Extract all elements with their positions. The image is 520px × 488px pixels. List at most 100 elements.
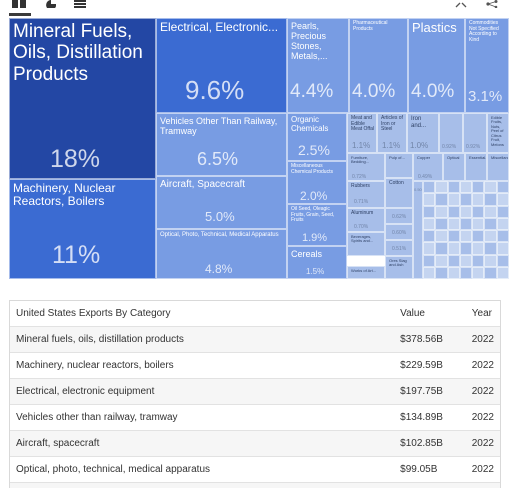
treemap-tile-pearls-precious-stones-metals[interactable]: Pearls, Precious Stones, Metals,... 4.4% [287, 18, 349, 113]
treemap-small-tile[interactable] [484, 242, 497, 255]
table-row[interactable]: Mineral fuels, oils, distillation produc… [10, 326, 500, 353]
treemap-tile-beverages-spirits-and[interactable]: Beverages, Spirits and... [347, 232, 385, 256]
treemap-tile-edible-fruits-nuts-peel-of-citrus-fruit-melons[interactable]: Edible Fruits, Nuts, Peel of Citrus Frui… [487, 113, 509, 153]
treemap-small-tile[interactable] [496, 205, 509, 218]
treemap-small-tile[interactable] [447, 205, 460, 218]
table-row[interactable]: Aircraft, spacecraft $102.85B 2022 [10, 430, 500, 457]
treemap-small-tile[interactable] [496, 217, 509, 230]
pie-view-icon[interactable] [46, 0, 56, 8]
treemap-small-tile[interactable] [472, 205, 485, 218]
treemap-small-tile[interactable] [447, 181, 460, 194]
treemap-tile-oil-seed-oleagic-fruits-grain-seed-fruits[interactable]: Oil Seed, Oleagic Fruits, Grain, Seed, F… [287, 204, 347, 246]
table-row[interactable]: Optical, photo, technical, medical appar… [10, 456, 500, 483]
table-row[interactable]: Electrical, electronic equipment $197.75B… [10, 378, 500, 405]
treemap-small-tile[interactable] [423, 266, 436, 279]
treemap-small-tile[interactable] [496, 266, 509, 279]
treemap-tile-optical[interactable]: Optical [443, 153, 465, 181]
table-row[interactable]: Pearls, precious stones, metals, coins$9… [10, 482, 500, 488]
treemap-small-tile[interactable] [447, 254, 460, 267]
treemap-tile-item-32[interactable]: 0.62% [385, 208, 413, 224]
treemap-small-tile[interactable] [484, 254, 497, 267]
column-header-year[interactable]: Year [465, 301, 500, 327]
treemap-small-tile[interactable] [472, 193, 485, 206]
treemap-small-tile[interactable] [423, 230, 436, 243]
treemap-tile-essential[interactable]: Essential... [465, 153, 487, 181]
treemap-small-tile[interactable] [484, 205, 497, 218]
treemap-small-tile[interactable] [423, 217, 436, 230]
treemap-tile-aircraft-spacecraft[interactable]: Aircraft, Spacecraft 5.0% [156, 176, 287, 229]
treemap-tile-iron-and[interactable]: Iron and... 1.0% [407, 113, 439, 153]
treemap-tile-pulp-of[interactable]: Pulp of... [385, 153, 413, 178]
treemap-small-tile[interactable] [484, 266, 497, 279]
treemap-small-tile[interactable] [484, 217, 497, 230]
table-row[interactable]: Machinery, nuclear reactors, boilers $229… [10, 352, 500, 379]
expand-icon[interactable] [455, 0, 467, 8]
treemap-small-tile[interactable] [447, 230, 460, 243]
treemap-small-tile[interactable] [459, 230, 473, 243]
treemap-tile-plastics[interactable]: Plastics 4.0% [408, 18, 465, 113]
treemap-small-tile[interactable] [423, 193, 436, 206]
treemap-small-tile[interactable] [496, 242, 509, 255]
treemap-small-tile[interactable] [459, 181, 473, 194]
treemap-small-tile[interactable] [435, 230, 448, 243]
treemap-small-tile[interactable] [472, 242, 485, 255]
treemap-small-tile[interactable] [435, 205, 448, 218]
treemap-tile-miscellaneous-chemical-products[interactable]: Miscellaneous Chemical Products 2.0% [287, 161, 347, 204]
treemap-small-tile[interactable] [459, 254, 473, 267]
treemap-tile-machinery-nuclear-reactors-boilers[interactable]: Machinery, Nuclear Reactors, Boilers 11% [9, 179, 156, 279]
treemap-tile-rubbers[interactable]: Rubbers 0.71% [347, 181, 385, 208]
treemap-small-tile[interactable] [472, 266, 485, 279]
treemap-small-tile[interactable] [496, 230, 509, 243]
treemap-small-tile[interactable] [435, 193, 448, 206]
treemap-tile-organic-chemicals[interactable]: Organic Chemicals 2.5% [287, 113, 347, 161]
treemap-small-tile[interactable] [459, 205, 473, 218]
share-icon[interactable] [486, 0, 498, 8]
treemap-small-tile[interactable] [459, 242, 473, 255]
treemap-small-tile[interactable] [423, 181, 436, 194]
table-row[interactable]: Vehicles other than railway, tramway $134… [10, 404, 500, 431]
treemap-small-tile[interactable] [459, 217, 473, 230]
treemap-tile-item-34[interactable]: 0.51% [385, 240, 413, 256]
treemap-small-tile[interactable] [472, 217, 485, 230]
treemap-small-tile[interactable] [459, 266, 473, 279]
treemap-small-tile[interactable] [447, 266, 460, 279]
treemap-tile-articles-of-iron-or-steel[interactable]: Articles of Iron or Steel 1.1% [377, 113, 407, 153]
treemap-small-tile[interactable] [447, 242, 460, 255]
treemap-view-icon[interactable] [12, 0, 26, 8]
treemap-tile-works-of-art[interactable]: Works of Art... [347, 266, 385, 279]
treemap-tile-item-17[interactable]: 0.92% [439, 113, 463, 153]
treemap-small-tile[interactable] [472, 254, 485, 267]
treemap-small-tile[interactable] [435, 242, 448, 255]
treemap-small-tile[interactable] [435, 181, 448, 194]
treemap-tile-cereals[interactable]: Cereals 1.5% [287, 246, 347, 279]
treemap-tile-ores-slag-and-ash[interactable]: Ores Slag and Ash [385, 256, 413, 279]
treemap-tile-pharmaceutical-products[interactable]: Pharmaceutical Products 4.0% [349, 18, 408, 113]
treemap-small-tile[interactable] [496, 181, 509, 194]
treemap-small-tile[interactable] [423, 242, 436, 255]
treemap-small-tile[interactable] [484, 181, 497, 194]
treemap-tile-vehicles-other-than-railway-tramway[interactable]: Vehicles Other Than Railway, Tramway 6.5% [156, 113, 287, 176]
treemap-small-tile[interactable] [472, 181, 485, 194]
treemap-small-tile[interactable] [447, 217, 460, 230]
treemap-small-tile[interactable] [447, 193, 460, 206]
treemap-small-tile[interactable] [435, 254, 448, 267]
treemap-small-tile[interactable] [496, 254, 509, 267]
treemap-small-tile[interactable] [423, 254, 436, 267]
treemap-small-tile[interactable] [484, 230, 497, 243]
treemap-tile-meat-and-edible-meat-offal[interactable]: Meat and Edible Meat Offal 1.1% [347, 113, 377, 153]
treemap-tile-item-35[interactable]: 0.50% [413, 181, 423, 279]
column-header-value[interactable]: Value [394, 301, 466, 327]
treemap-tile-optical-photo-technical-medical-apparatus[interactable]: Optical, Photo, Technical, Medical Appar… [156, 229, 287, 279]
treemap-tile-furniture-bedding[interactable]: Furniture, Bedding... 0.72% [347, 153, 385, 181]
treemap-small-tile[interactable] [459, 193, 473, 206]
treemap-small-tile[interactable] [496, 193, 509, 206]
treemap-tile-aluminum[interactable]: Aluminum 0.70% [347, 208, 385, 232]
table-view-icon[interactable] [74, 0, 86, 8]
treemap-small-tile[interactable] [423, 205, 436, 218]
treemap-tile-miscellaneous[interactable]: Miscellaneous... [487, 153, 509, 181]
treemap-tile-mineral-fuels-oils-distillation-products[interactable]: Mineral Fuels, Oils, Distillation Produc… [9, 18, 156, 179]
treemap-tile-item-33[interactable]: 0.60% [385, 224, 413, 240]
treemap-tile-cotton[interactable]: Cotton [385, 178, 413, 208]
column-header-category[interactable]: United States Exports By Category [10, 301, 395, 327]
treemap-small-tile[interactable] [435, 217, 448, 230]
